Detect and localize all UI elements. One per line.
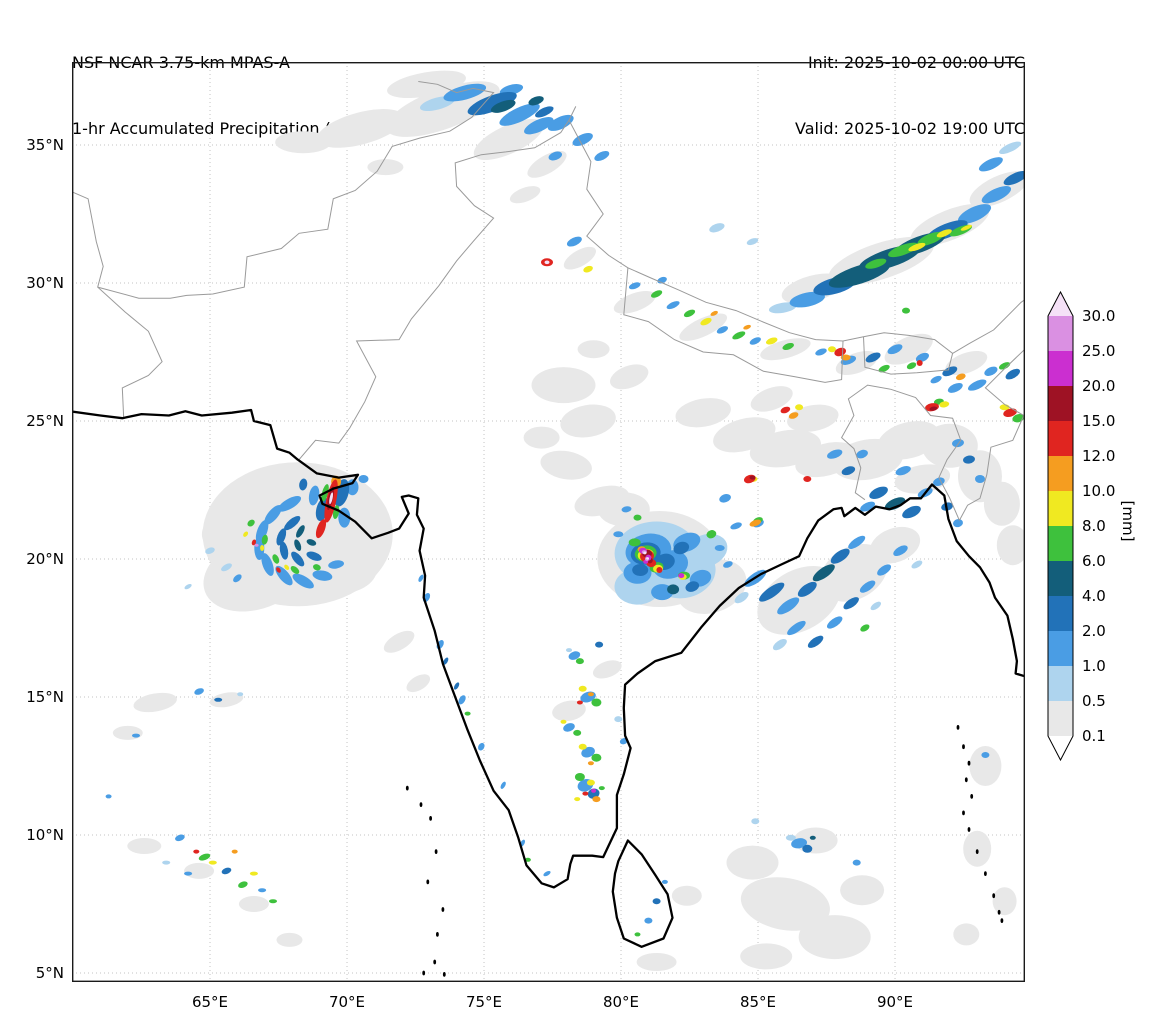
lat-tick-label: 5°N [35,963,64,982]
lon-tick-label: 90°E [876,993,914,1011]
colorbar-level-label: 30.0 [1082,307,1115,325]
country-border-layer [72,81,1025,521]
lon-tick-label: 70°E [328,993,366,1011]
colorbar-level-label: 1.0 [1082,657,1106,675]
colorbar-level-label: 15.0 [1082,412,1115,430]
lat-tick-label: 15°N [26,687,64,706]
colorbar-level-label: 20.0 [1082,377,1115,395]
lon-tick-label: 85°E [739,993,777,1011]
lon-tick-label: 65°E [191,993,229,1011]
colorbar-level-label: 2.0 [1082,622,1106,640]
coastline-layer [72,408,1025,948]
colorbar-level-label: 10.0 [1082,482,1115,500]
colorbar-level-label: 0.5 [1082,692,1106,710]
colorbar-level-label: 8.0 [1082,517,1106,535]
colorbar-outline [1047,290,1074,762]
colorbar-over-arrow [1048,292,1073,316]
colorbar: 30.0 25.0 20.0 15.0 12.0 10.0 8.0 6.0 4.0 2.0 1.0 0… [1047,290,1115,762]
lat-tick-label: 25°N [26,411,64,430]
colorbar-under-arrow [1048,736,1073,760]
colorbar-unit-label: [mm] [1119,500,1137,542]
island-layer [405,725,1004,977]
lat-tick-label: 35°N [26,135,64,154]
valid-time-label: Valid: 2025-10-02 19:00 UTC [794,119,1025,138]
colorbar-level-label: 4.0 [1082,587,1106,605]
lat-tick-label: 20°N [26,549,64,568]
lat-tick-label: 10°N [26,825,64,844]
colorbar-level-label: 12.0 [1082,447,1115,465]
colorbar-level-label: 0.1 [1082,727,1106,745]
colorbar-level-label: 6.0 [1082,552,1106,570]
lat-tick-label: 30°N [26,273,64,292]
precip-layer [105,70,1025,971]
map-canvas [72,62,1025,982]
lon-tick-label: 80°E [602,993,640,1011]
lon-tick-label: 75°E [465,993,503,1011]
plot-frame [72,62,1025,982]
colorbar-level-label: 25.0 [1082,342,1115,360]
